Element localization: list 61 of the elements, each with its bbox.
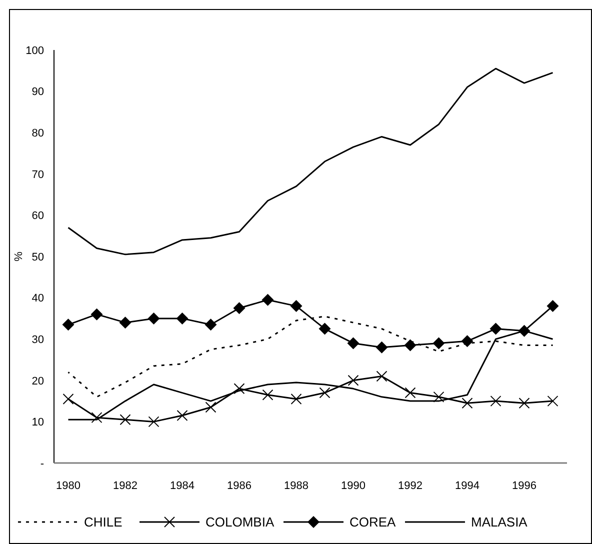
point [490, 396, 502, 407]
point [404, 387, 416, 398]
point [290, 300, 302, 312]
point [204, 318, 217, 331]
y-tick-label: 20 [32, 375, 44, 388]
y-tick-label: 10 [32, 416, 44, 429]
point [319, 387, 330, 398]
point [262, 389, 274, 400]
y-tick-label: 80 [32, 127, 44, 140]
legend-label: CHILE [84, 514, 123, 530]
y-tick-label: 30 [32, 334, 44, 346]
x-tick-label: 1984 [170, 480, 194, 492]
point [490, 322, 502, 335]
point [205, 402, 216, 413]
y-tick-label: 50 [32, 251, 44, 264]
x-tick-label: 1994 [455, 480, 480, 492]
point [404, 339, 416, 352]
y-tick-label: 90 [32, 86, 44, 98]
point [462, 398, 473, 409]
point [176, 312, 188, 324]
x-tick-label: 1982 [113, 480, 138, 492]
point [348, 374, 359, 386]
x-tick-label: 1988 [284, 480, 308, 492]
x-tick-label: 1992 [398, 480, 422, 492]
point [518, 398, 530, 409]
y-tick-label: 60 [32, 210, 44, 222]
line-series [68, 68, 554, 256]
x-tick-label: 1980 [56, 480, 80, 492]
legend-label: MALASIA [471, 514, 528, 530]
x-tick-label: 1996 [512, 480, 536, 492]
point [318, 322, 331, 335]
point [461, 335, 474, 348]
point [376, 370, 388, 382]
y-axis-title: % [13, 251, 25, 262]
point [432, 337, 445, 350]
point [547, 396, 558, 407]
point [347, 337, 360, 350]
x-tick-label: 1990 [341, 480, 366, 492]
point [91, 412, 102, 424]
point [62, 393, 74, 404]
point [234, 383, 245, 394]
point [262, 294, 274, 306]
point [62, 318, 74, 331]
point [148, 312, 160, 324]
y-tick-label: 70 [32, 168, 44, 181]
point [233, 302, 246, 314]
point [148, 416, 160, 428]
y-tick-label: 40 [32, 292, 44, 305]
y-tick-label: 100 [26, 44, 44, 57]
legend-label: COLOMBIA [206, 514, 274, 530]
point [546, 300, 559, 312]
point [119, 316, 132, 329]
legend-label: COREA [350, 514, 396, 530]
point [120, 414, 131, 426]
point [290, 393, 302, 404]
point [376, 341, 388, 354]
point [90, 308, 103, 320]
y-tick-label: - [40, 458, 44, 470]
point [176, 410, 188, 422]
point [433, 391, 444, 402]
x-tick-label: 1986 [227, 480, 252, 492]
